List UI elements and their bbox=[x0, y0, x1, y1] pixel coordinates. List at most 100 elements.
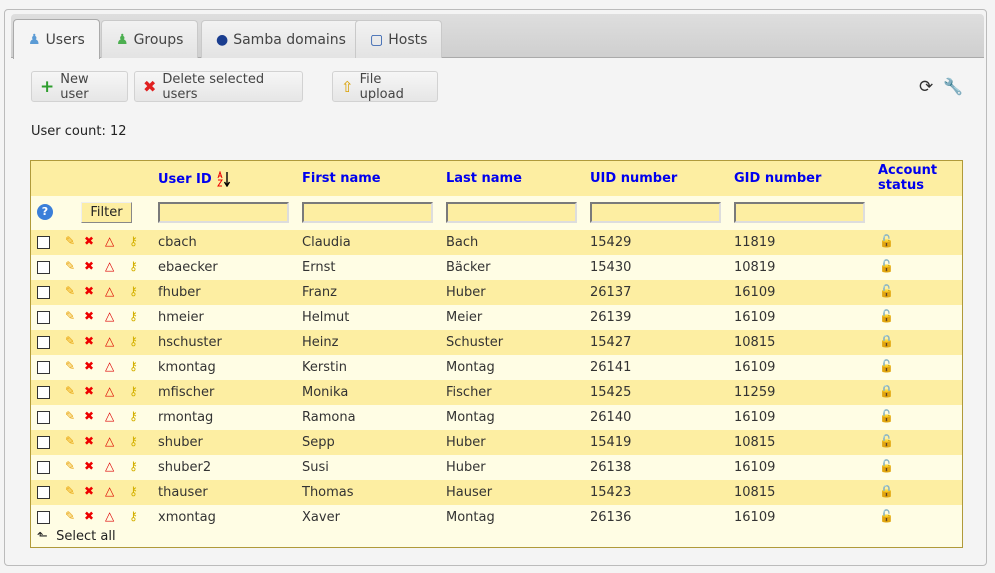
pdf-icon[interactable]: △ bbox=[105, 484, 115, 498]
row-checkbox[interactable] bbox=[37, 286, 50, 299]
column-first-name[interactable]: First name bbox=[302, 171, 381, 186]
row-checkbox[interactable] bbox=[37, 261, 50, 274]
delete-icon[interactable]: ✖ bbox=[84, 359, 95, 373]
column-account-status[interactable]: Account status bbox=[878, 163, 938, 193]
pdf-icon[interactable]: △ bbox=[105, 509, 115, 523]
delete-icon[interactable]: ✖ bbox=[84, 484, 95, 498]
cell-user-id[interactable]: fhuber bbox=[158, 285, 201, 300]
row-checkbox[interactable] bbox=[37, 411, 50, 424]
column-last-name[interactable]: Last name bbox=[446, 171, 522, 186]
row-checkbox[interactable] bbox=[37, 236, 50, 249]
pdf-icon[interactable]: △ bbox=[105, 284, 115, 298]
cell-user-id[interactable]: cbach bbox=[158, 235, 197, 250]
edit-icon[interactable]: ✎ bbox=[65, 509, 76, 523]
delete-icon[interactable]: ✖ bbox=[84, 259, 95, 273]
cell-user-id[interactable]: thauser bbox=[158, 485, 208, 500]
column-uid-number[interactable]: UID number bbox=[590, 171, 678, 186]
edit-icon[interactable]: ✎ bbox=[65, 309, 76, 323]
filter-gid-input[interactable] bbox=[734, 202, 865, 223]
filter-last-name-input[interactable] bbox=[446, 202, 577, 223]
cell-user-id[interactable]: shuber2 bbox=[158, 460, 212, 475]
tab-groups[interactable]: ♟ Groups bbox=[101, 20, 199, 58]
delete-icon[interactable]: ✖ bbox=[84, 284, 95, 298]
pdf-icon[interactable]: △ bbox=[105, 384, 115, 398]
row-checkbox[interactable] bbox=[37, 361, 50, 374]
cell-user-id[interactable]: ebaecker bbox=[158, 260, 218, 275]
pdf-icon[interactable]: △ bbox=[105, 459, 115, 473]
edit-icon[interactable]: ✎ bbox=[65, 259, 76, 273]
delete-icon[interactable]: ✖ bbox=[84, 309, 95, 323]
password-key-icon[interactable]: ⚷ bbox=[129, 309, 138, 323]
cell-user-id[interactable]: kmontag bbox=[158, 360, 216, 375]
cell-user-id[interactable]: xmontag bbox=[158, 510, 216, 525]
delete-icon[interactable]: ✖ bbox=[84, 459, 95, 473]
password-key-icon[interactable]: ⚷ bbox=[129, 509, 138, 523]
delete-icon[interactable]: ✖ bbox=[84, 234, 95, 248]
delete-icon[interactable]: ✖ bbox=[84, 509, 95, 523]
pdf-icon[interactable]: △ bbox=[105, 409, 115, 423]
edit-icon[interactable]: ✎ bbox=[65, 334, 76, 348]
row-checkbox[interactable] bbox=[37, 461, 50, 474]
file-upload-button[interactable]: ⇧ File upload bbox=[332, 71, 438, 102]
delete-icon[interactable]: ✖ bbox=[84, 334, 95, 348]
table-row: ✎ ✖ △ ⚷ xmontag Xaver Montag 26136 16109… bbox=[31, 505, 962, 530]
edit-icon[interactable]: ✎ bbox=[65, 484, 76, 498]
new-user-button[interactable]: + New user bbox=[31, 71, 128, 102]
password-key-icon[interactable]: ⚷ bbox=[129, 384, 138, 398]
cell-first-name: Heinz bbox=[302, 335, 339, 350]
pdf-icon[interactable]: △ bbox=[105, 309, 115, 323]
password-key-icon[interactable]: ⚷ bbox=[129, 459, 138, 473]
filter-first-name-input[interactable] bbox=[302, 202, 433, 223]
password-key-icon[interactable]: ⚷ bbox=[129, 284, 138, 298]
cell-user-id[interactable]: shuber bbox=[158, 435, 203, 450]
delete-icon[interactable]: ✖ bbox=[84, 409, 95, 423]
row-checkbox[interactable] bbox=[37, 436, 50, 449]
filter-uid-input[interactable] bbox=[590, 202, 721, 223]
filter-button[interactable]: Filter bbox=[81, 202, 132, 223]
select-all[interactable]: ⬑ Select all bbox=[37, 529, 116, 544]
edit-icon[interactable]: ✎ bbox=[65, 409, 76, 423]
cell-user-id[interactable]: hmeier bbox=[158, 310, 204, 325]
password-key-icon[interactable]: ⚷ bbox=[129, 359, 138, 373]
cell-gid-number: 16109 bbox=[734, 410, 776, 425]
row-checkbox[interactable] bbox=[37, 336, 50, 349]
password-key-icon[interactable]: ⚷ bbox=[129, 334, 138, 348]
column-gid-number[interactable]: GID number bbox=[734, 171, 822, 186]
wrench-icon[interactable]: 🔧 bbox=[943, 77, 963, 96]
row-checkbox[interactable] bbox=[37, 486, 50, 499]
password-key-icon[interactable]: ⚷ bbox=[129, 484, 138, 498]
tab-samba-domains[interactable]: ● Samba domains bbox=[201, 20, 361, 58]
cell-user-id[interactable]: rmontag bbox=[158, 410, 214, 425]
password-key-icon[interactable]: ⚷ bbox=[129, 259, 138, 273]
pdf-icon[interactable]: △ bbox=[105, 334, 115, 348]
cell-user-id[interactable]: hschuster bbox=[158, 335, 222, 350]
password-key-icon[interactable]: ⚷ bbox=[129, 234, 138, 248]
password-key-icon[interactable]: ⚷ bbox=[129, 409, 138, 423]
pdf-icon[interactable]: △ bbox=[105, 434, 115, 448]
edit-icon[interactable]: ✎ bbox=[65, 459, 76, 473]
filter-user-id-input[interactable] bbox=[158, 202, 289, 223]
pdf-icon[interactable]: △ bbox=[105, 234, 115, 248]
cell-user-id[interactable]: mfischer bbox=[158, 385, 215, 400]
help-icon[interactable]: ? bbox=[37, 204, 53, 220]
edit-icon[interactable]: ✎ bbox=[65, 384, 76, 398]
row-checkbox[interactable] bbox=[37, 511, 50, 524]
edit-icon[interactable]: ✎ bbox=[65, 359, 76, 373]
refresh-icon[interactable]: ⟳ bbox=[919, 77, 934, 97]
password-key-icon[interactable]: ⚷ bbox=[129, 434, 138, 448]
row-checkbox[interactable] bbox=[37, 311, 50, 324]
tab-users[interactable]: ♟ Users bbox=[13, 19, 100, 59]
column-user-id[interactable]: User ID bbox=[158, 171, 231, 187]
delete-icon[interactable]: ✖ bbox=[84, 434, 95, 448]
pdf-icon[interactable]: △ bbox=[105, 259, 115, 273]
delete-selected-users-button[interactable]: ✖ Delete selected users bbox=[134, 71, 303, 102]
unlocked-padlock-icon: 🔓 bbox=[879, 509, 894, 523]
tab-hosts[interactable]: ▢ Hosts bbox=[355, 20, 443, 58]
cell-last-name: Meier bbox=[446, 310, 483, 325]
edit-icon[interactable]: ✎ bbox=[65, 234, 76, 248]
delete-icon[interactable]: ✖ bbox=[84, 384, 95, 398]
edit-icon[interactable]: ✎ bbox=[65, 434, 76, 448]
pdf-icon[interactable]: △ bbox=[105, 359, 115, 373]
edit-icon[interactable]: ✎ bbox=[65, 284, 76, 298]
row-checkbox[interactable] bbox=[37, 386, 50, 399]
